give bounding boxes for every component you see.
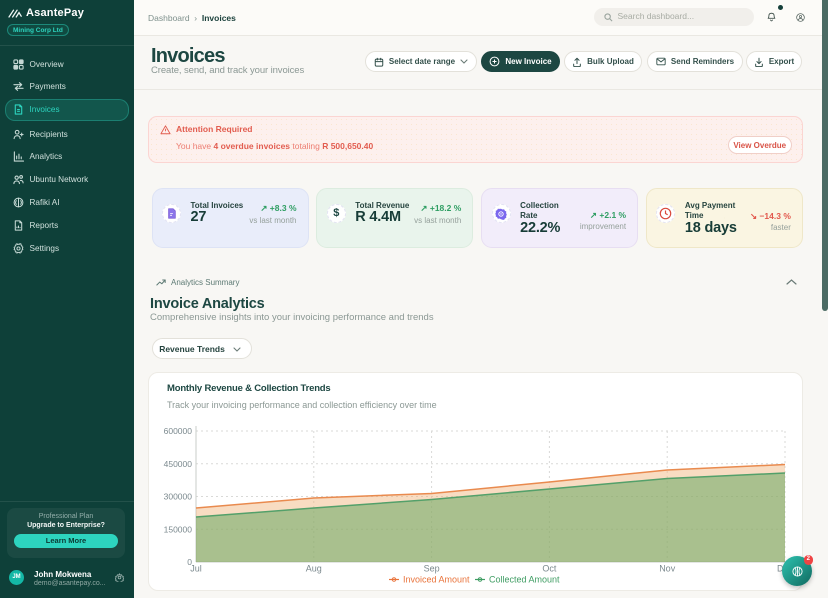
svg-text:Jul: Jul xyxy=(190,564,202,574)
svg-text:300000: 300000 xyxy=(164,492,193,502)
svg-text:Aug: Aug xyxy=(306,564,322,574)
svg-text:0: 0 xyxy=(187,557,192,567)
svg-text:150000: 150000 xyxy=(164,524,193,534)
svg-text:Sep: Sep xyxy=(424,564,440,574)
svg-text:Nov: Nov xyxy=(659,564,676,574)
svg-text:Collected Amount: Collected Amount xyxy=(489,575,560,585)
svg-text:450000: 450000 xyxy=(164,459,193,469)
svg-text:Oct: Oct xyxy=(542,564,557,574)
svg-text:600000: 600000 xyxy=(164,426,193,436)
svg-text:Invoiced Amount: Invoiced Amount xyxy=(403,575,470,585)
